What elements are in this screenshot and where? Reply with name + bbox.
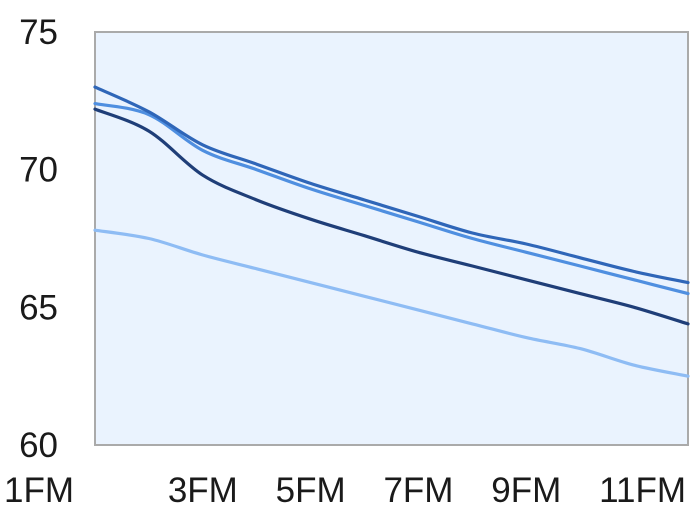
x-axis-ticks: 1FM 3FM 5FM 7FM 9FM 11FM (4, 471, 686, 510)
series-line-1 (93, 85, 690, 285)
y-tick-label: 65 (19, 288, 58, 327)
y-tick-label: 70 (19, 151, 58, 190)
x-tick-label: 5FM (276, 471, 346, 510)
y-tick-label: 60 (19, 426, 58, 465)
y-axis-ticks: 60 65 70 75 (19, 13, 58, 465)
x-tick-label: 1FM (4, 471, 74, 510)
series-layer (93, 85, 690, 378)
series-line-4 (93, 228, 690, 378)
x-tick-label: 9FM (491, 471, 561, 510)
plot-area (94, 31, 689, 446)
series-line-3 (93, 107, 690, 326)
y-tick-label: 75 (19, 13, 58, 52)
x-tick-label: 11FM (599, 471, 686, 510)
x-tick-label: 3FM (168, 471, 238, 510)
x-tick-label: 7FM (383, 471, 453, 510)
series-line-2 (93, 102, 690, 296)
